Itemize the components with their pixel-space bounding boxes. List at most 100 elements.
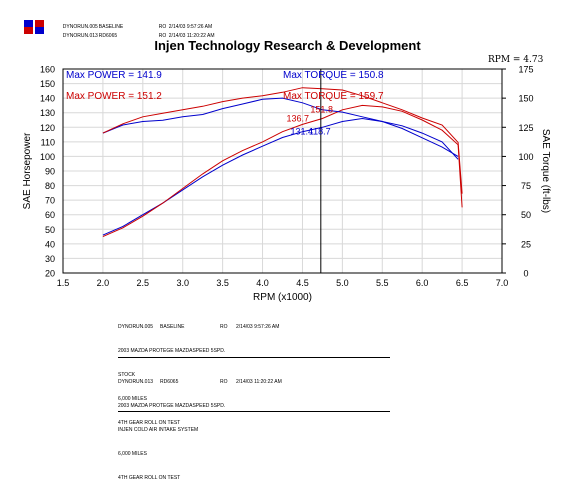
label-intake-max-power: Max POWER = 151.2	[66, 91, 162, 102]
x-tick-label: 4.5	[296, 278, 309, 288]
header-run-2-label: RD6065	[96, 27, 117, 39]
run-id: DYNORUN.013	[62, 33, 98, 39]
y-tick-label-left: 150	[40, 79, 55, 89]
x-tick-label: 3.0	[176, 278, 189, 288]
y-tick-label-left: 90	[45, 167, 55, 177]
run-label: BASELINE	[98, 24, 124, 30]
note-line: 2003 MAZDA PROTEGE MAZDASPEED 5SPD.	[118, 403, 226, 409]
y-tick-label-right: 0	[523, 269, 528, 279]
header-run-1-op: RO	[156, 18, 167, 30]
header-run-2-op: RO	[156, 27, 167, 39]
y-tick-label-left: 140	[40, 94, 55, 104]
x-tick-label: 1.5	[57, 278, 70, 288]
notes-baseline: DYNORUN.005 BASELINE RO 2/14/03 9:57:26 …	[118, 307, 393, 435]
y-tick-label-right: 50	[521, 210, 531, 220]
y-tick-label-left: 110	[41, 137, 55, 147]
note-line: STOCK	[118, 372, 136, 378]
note-line: 6,000 MILES	[118, 396, 147, 402]
notes-intake-header: DYNORUN.013 RD6065 RO 2/14/03 11:20:22 A…	[118, 378, 393, 386]
run-id: DYNORUN.005	[62, 24, 98, 30]
run-op: RO	[220, 324, 228, 330]
y-tick-label-left: 80	[45, 181, 55, 191]
x-tick-label: 3.5	[216, 278, 229, 288]
run-label: BASELINE	[160, 324, 185, 330]
series-dynorun-013-horsepower	[102, 104, 463, 238]
header-run-1: DYNORUN.005	[60, 18, 98, 30]
y-tick-label-right: 175	[518, 65, 533, 75]
run-op: RO	[158, 33, 167, 39]
note-line: 4TH GEAR ROLL ON TEST	[118, 475, 181, 481]
swatch-bottom	[24, 27, 33, 34]
run-swatch-baseline	[24, 20, 33, 34]
header-run-2: DYNORUN.013	[60, 27, 98, 39]
run-swatch-intake	[35, 20, 44, 34]
notes-intake: DYNORUN.013 RD6065 RO 2/14/03 11:20:22 A…	[118, 362, 393, 490]
run-op: RO	[158, 24, 167, 30]
tick-labels: 1.5 2.0 2.5 3.0 3.5 4.0 4.5 5.0 5.5 6.0 6.5 7.0 20 30…	[40, 65, 534, 289]
dyno-chart: 1.5 2.0 2.5 3.0 3.5 4.0 4.5 5.0 5.5 6.0 6.5 7.0 20 30…	[22, 65, 551, 304]
y-tick-label-right: 25	[521, 239, 531, 249]
x-tick-label: 5.0	[336, 278, 349, 288]
y-tick-label-right: 75	[521, 181, 531, 191]
run-timestamp: 2/14/03 11:20:22 AM	[168, 33, 215, 39]
x-axis-label: RPM (x1000)	[253, 292, 312, 303]
run-timestamp: 2/14/03 9:57:26 AM	[236, 324, 280, 330]
run-id: DYNORUN.005	[118, 324, 154, 330]
run-timestamp: 2/14/03 11:20:22 AM	[236, 379, 282, 385]
note-line: INJEN COLD AIR INTAKE SYSTEM	[118, 427, 199, 433]
label-baseline-max-power: Max POWER = 141.9	[66, 70, 162, 81]
series-dynorun-005-horsepower	[102, 117, 459, 236]
plot-frame	[62, 68, 503, 274]
run-id: DYNORUN.013	[118, 379, 154, 385]
label-baseline-max-torque: Max TORQUE = 150.8	[283, 70, 384, 81]
y-tick-label-left: 20	[45, 269, 55, 279]
cursor-value-label: 136.7	[286, 113, 309, 123]
x-tick-label: 4.0	[256, 278, 269, 288]
y-tick-label-right: 150	[518, 94, 533, 104]
y-tick-label-left: 160	[40, 65, 55, 75]
notes-divider	[118, 357, 390, 358]
y-tick-label-right: 100	[518, 152, 533, 162]
run-timestamp: 2/14/03 9:57:26 AM	[168, 24, 213, 30]
notes-baseline-header: DYNORUN.005 BASELINE RO 2/14/03 9:57:26 …	[118, 323, 393, 331]
swatch-bottom	[35, 27, 44, 34]
y-tick-label-left: 30	[45, 254, 55, 264]
run-label: RD6065	[160, 379, 179, 385]
y-tick-label-left: 60	[45, 210, 55, 220]
header-run-1-time: 2/14/03 9:57:26 AM	[166, 18, 212, 30]
series-dynorun-005-torque	[102, 97, 459, 157]
note-line: 6,000 MILES	[118, 451, 147, 457]
peak-labels: Max POWER = 141.9 Max TORQUE = 150.8 Max P…	[66, 70, 384, 137]
note-line: 2003 MAZDA PROTEGE MAZDASPEED 5SPD.	[118, 348, 226, 354]
x-tick-label: 6.5	[456, 278, 469, 288]
cursor-value-label: 151.8	[310, 105, 333, 115]
y-tick-label-left: 50	[45, 225, 55, 235]
notes-bottom-rule	[118, 411, 390, 412]
chart-title: Injen Technology Research & Development	[154, 38, 421, 53]
note-line: 4TH GEAR ROLL ON TEST	[118, 420, 181, 426]
x-tick-label: 5.5	[376, 278, 389, 288]
x-tick-label: 2.0	[97, 278, 110, 288]
header-run-1-label: BASELINE	[96, 18, 123, 30]
label-intake-max-torque: Max TORQUE = 159.7	[283, 91, 384, 102]
y-tick-label-left: 130	[40, 108, 55, 118]
y-tick-label-left: 120	[40, 123, 55, 133]
y-tick-label-left: 70	[45, 196, 55, 206]
cursor-rpm-readout: RPM = 4.73	[488, 55, 544, 65]
x-tick-label: 6.0	[416, 278, 429, 288]
y-tick-label-right: 125	[518, 123, 533, 133]
series-layer	[102, 87, 463, 238]
run-op: RO	[220, 379, 228, 385]
cursor-value-label: 131.4	[290, 127, 313, 137]
y-tick-label-left: 100	[40, 152, 55, 162]
y-axis-label-right: SAE Torque (ft-lbs)	[540, 129, 551, 213]
run-label: RD6065	[98, 33, 118, 39]
cursor-value-label: 118.7	[309, 127, 331, 137]
swatch-top	[24, 20, 33, 27]
x-tick-label: 7.0	[496, 278, 509, 288]
swatch-top	[35, 20, 44, 27]
y-axis-label-left: SAE Horsepower	[22, 132, 33, 209]
y-tick-label-left: 40	[45, 239, 55, 249]
series-dynorun-013-torque	[102, 87, 463, 194]
x-tick-label: 2.5	[137, 278, 150, 288]
